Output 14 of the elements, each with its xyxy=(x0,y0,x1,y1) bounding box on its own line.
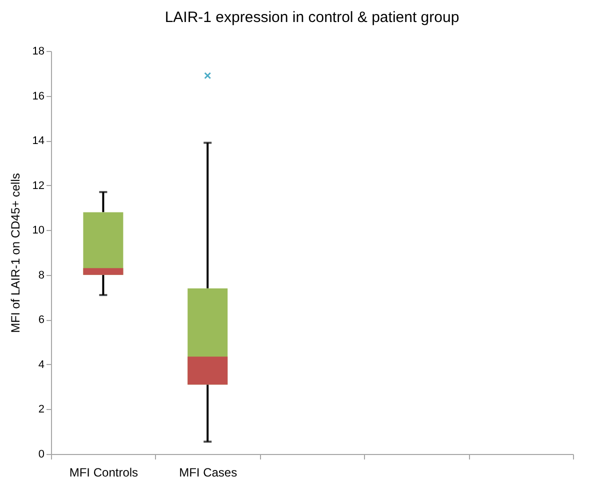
y-tick-label: 6 xyxy=(38,314,44,326)
x-tick-label: MFI Controls xyxy=(69,466,138,480)
y-tick-label: 18 xyxy=(32,46,44,58)
y-tick-label: 8 xyxy=(38,269,44,282)
y-tick-label: 4 xyxy=(38,358,44,371)
y-tick-label: 16 xyxy=(32,90,44,102)
y-tick-label: 14 xyxy=(32,135,44,148)
y-tick-label: 12 xyxy=(32,180,44,192)
chart-title: LAIR-1 expression in control & patient group xyxy=(164,9,460,26)
y-axis-title: MFI of LAIR-1 on CD45+ cells xyxy=(8,173,22,333)
y-tick-label: 10 xyxy=(32,224,44,237)
y-tick-label: 0 xyxy=(38,448,44,460)
x-tick-label: MFI Cases xyxy=(179,466,238,480)
y-tick-label: 2 xyxy=(38,404,44,416)
